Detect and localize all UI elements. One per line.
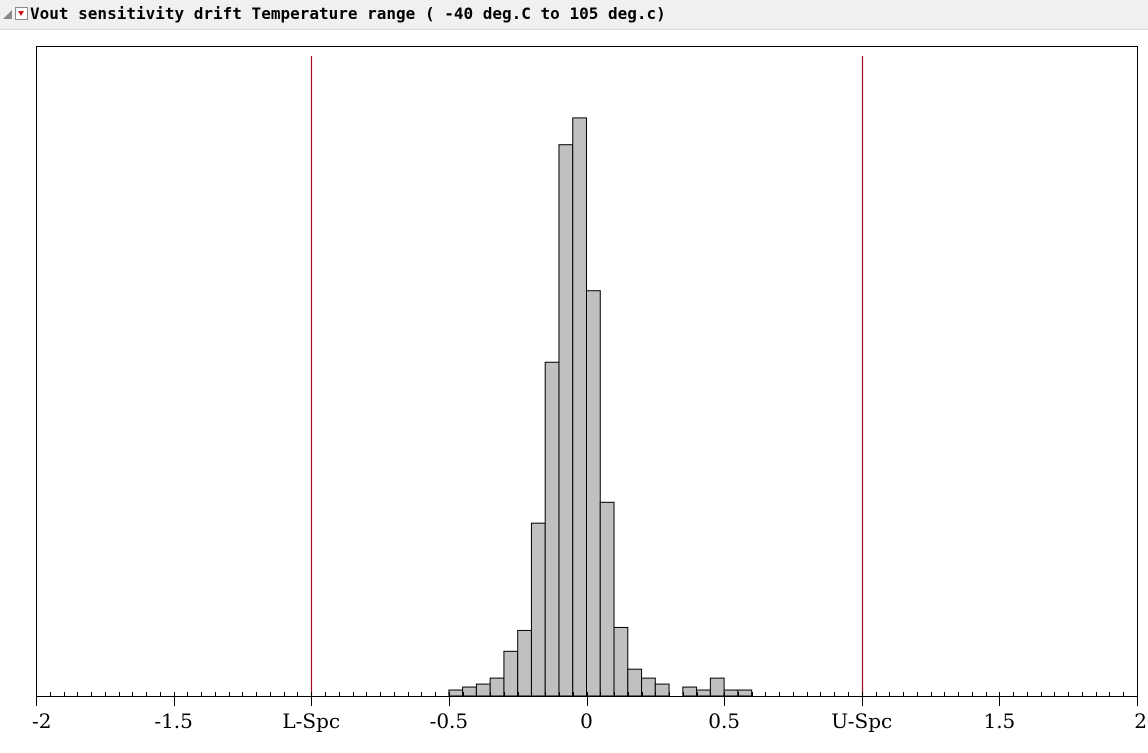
tick-label: 2: [1134, 709, 1147, 733]
histogram-bar: [489, 677, 505, 697]
histogram-bar: [654, 683, 670, 697]
histogram-bar: [572, 117, 587, 697]
report-title-bar: Vout sensitivity drift Temperature range…: [0, 0, 1148, 30]
red-menu-arrow-icon[interactable]: [15, 7, 28, 20]
histogram-bar: [503, 650, 519, 697]
spec-limit-lines: [310, 56, 864, 696]
histogram-bar: [475, 683, 491, 697]
histogram-bar: [682, 686, 698, 697]
tick-label: 1.5: [983, 709, 1015, 733]
tick-label: U-Spc: [831, 709, 892, 733]
histogram-bar: [448, 689, 464, 697]
histogram-bar: [723, 689, 739, 697]
histogram-bars: [448, 117, 753, 697]
histogram-bar: [709, 677, 725, 697]
tick-label: 0: [580, 709, 593, 733]
histogram-bar: [517, 629, 532, 697]
tick-label: 0.5: [708, 709, 740, 733]
tick-label: -0.5: [430, 709, 469, 733]
disclosure-triangle-icon[interactable]: [3, 10, 12, 19]
histogram-bar: [613, 626, 629, 697]
histogram-bar: [462, 686, 477, 697]
tick-label: L-Spc: [282, 709, 340, 733]
histogram-bar: [586, 290, 601, 697]
x-axis: -2 -1.5 L-Spc -0.5 0 0.5 U-Spc 1.5 2: [32, 692, 1147, 733]
histogram-bar: [641, 677, 656, 697]
histogram-bar: [737, 689, 753, 697]
histogram-bar: [599, 501, 615, 697]
histogram-bar: [544, 361, 560, 697]
tick-label: -2: [32, 709, 51, 733]
histogram-bar: [530, 522, 546, 697]
histogram-bar: [627, 668, 643, 697]
report-title: Vout sensitivity drift Temperature range…: [30, 4, 666, 23]
histogram-bar: [558, 144, 574, 697]
histogram-bar: [696, 689, 711, 697]
tick-label: -1.5: [154, 709, 193, 733]
